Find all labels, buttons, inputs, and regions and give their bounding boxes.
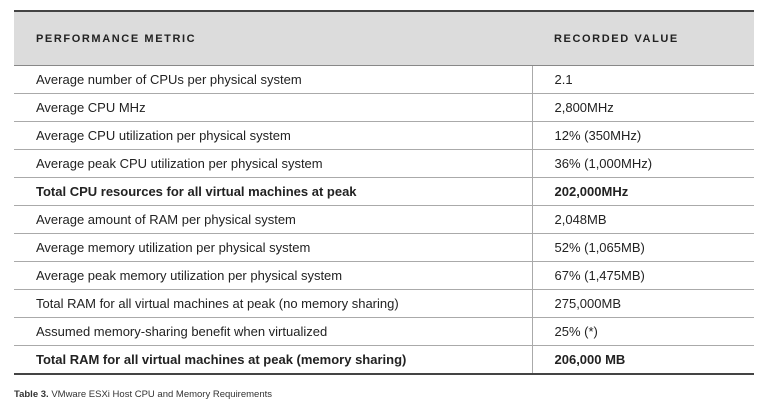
table-row: Average memory utilization per physical … bbox=[14, 233, 754, 262]
table-row: Average peak memory utilization per phys… bbox=[14, 261, 754, 290]
table-row: Average amount of RAM per physical syste… bbox=[14, 205, 754, 234]
value-cell: 2.1 bbox=[531, 65, 754, 94]
value-cell: 36% (1,000MHz) bbox=[531, 149, 754, 178]
caption-label: Table 3. bbox=[14, 389, 49, 400]
header-cell: PERFORMANCE METRIC bbox=[14, 10, 532, 66]
metric-cell: Average peak memory utilization per phys… bbox=[14, 261, 533, 290]
value-cell: 2,800MHz bbox=[531, 93, 754, 122]
table-row: Average number of CPUs per physical syst… bbox=[14, 65, 754, 94]
table-caption: Table 3. VMware ESXi Host CPU and Memory… bbox=[14, 389, 272, 400]
value-cell: 206,000 MB bbox=[531, 345, 754, 375]
metric-cell: Average memory utilization per physical … bbox=[14, 233, 533, 262]
table-row: Average CPU MHz 2,800MHz bbox=[14, 93, 754, 122]
metric-cell: Average number of CPUs per physical syst… bbox=[14, 65, 533, 94]
value-cell: 2,048MB bbox=[531, 205, 754, 234]
metric-cell: Total RAM for all virtual machines at pe… bbox=[14, 289, 533, 318]
table-row: Average peak CPU utilization per physica… bbox=[14, 149, 754, 178]
table-row: Assumed memory-sharing benefit when virt… bbox=[14, 317, 754, 346]
table-row: Average CPU utilization per physical sys… bbox=[14, 121, 754, 150]
metric-cell: Average peak CPU utilization per physica… bbox=[14, 149, 533, 178]
header-row: PERFORMANCE METRIC RECORDED VALUE bbox=[14, 10, 754, 66]
metric-cell: Assumed memory-sharing benefit when virt… bbox=[14, 317, 533, 346]
requirements-table: PERFORMANCE METRIC RECORDED VALUE Averag… bbox=[14, 10, 754, 375]
value-cell: 25% (*) bbox=[531, 317, 754, 346]
caption-text: VMware ESXi Host CPU and Memory Requirem… bbox=[51, 389, 272, 400]
value-cell: 52% (1,065MB) bbox=[531, 233, 754, 262]
metric-cell: Total CPU resources for all virtual mach… bbox=[14, 177, 533, 206]
table-row: Total RAM for all virtual machines at pe… bbox=[14, 345, 754, 375]
table-row: Total RAM for all virtual machines at pe… bbox=[14, 289, 754, 318]
metric-cell: Average CPU utilization per physical sys… bbox=[14, 121, 533, 150]
metric-cell: Total RAM for all virtual machines at pe… bbox=[14, 345, 533, 375]
metric-cell: Average amount of RAM per physical syste… bbox=[14, 205, 533, 234]
value-cell: 202,000MHz bbox=[531, 177, 754, 206]
header-cell: RECORDED VALUE bbox=[532, 10, 754, 66]
table-row: Total CPU resources for all virtual mach… bbox=[14, 177, 754, 206]
value-cell: 12% (350MHz) bbox=[531, 121, 754, 150]
metric-cell: Average CPU MHz bbox=[14, 93, 533, 122]
value-cell: 67% (1,475MB) bbox=[531, 261, 754, 290]
value-cell: 275,000MB bbox=[531, 289, 754, 318]
